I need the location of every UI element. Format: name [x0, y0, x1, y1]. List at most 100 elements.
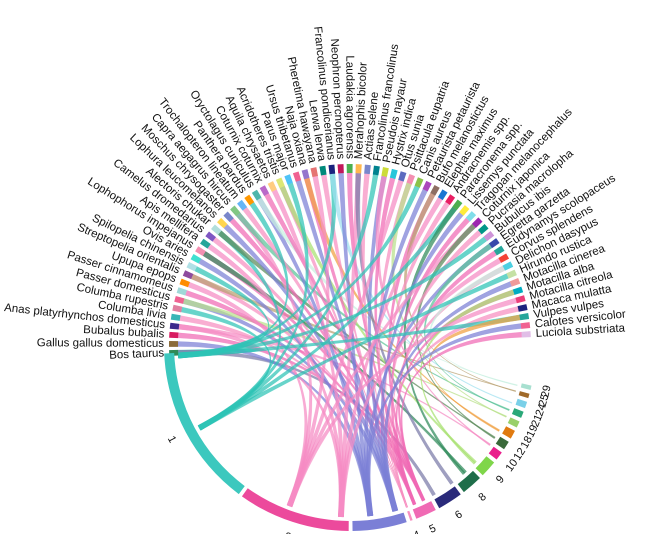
segment-neophron-percnopterus: [337, 164, 344, 174]
group-label-6: 6: [453, 508, 465, 521]
group-label-24: 24: [533, 402, 548, 417]
group-arc-1: [164, 352, 245, 495]
segment-egretta-garzetta: [488, 238, 500, 249]
chord-motacilla-citreola-to-2: [286, 297, 518, 508]
segment-corvus-splendens: [498, 253, 510, 263]
group-arc-5: [412, 501, 436, 519]
group-arc-19: [507, 417, 520, 428]
segment-lophura-leucomelanos: [217, 217, 228, 229]
segment-pseudois-nayaur: [381, 167, 389, 178]
segment-delichon-dasypus: [502, 261, 514, 271]
group-arc-4: [407, 510, 413, 521]
group-arc-24: [515, 398, 528, 409]
segment-bubalus-bubalis: [169, 331, 179, 339]
segment-paracronema-spp: [452, 199, 463, 211]
segment-gallus-gallus-domesticus: [169, 340, 179, 347]
segment-upupa-epops: [179, 278, 190, 288]
segment-streptopelia-orientalis: [182, 270, 194, 280]
chord-motacilla-cinerea-to-3: [383, 281, 512, 512]
group-label-1: 1: [165, 434, 178, 445]
segment-psittacula-eupatria: [406, 174, 416, 185]
group-arcs: [164, 352, 532, 531]
group-arc-6: [434, 486, 461, 509]
group-arc-10: [488, 446, 502, 460]
group-arc-21: [511, 408, 524, 418]
segment-elephas-maximus: [437, 189, 448, 201]
chord-luciola-substriata-to-5: [400, 331, 523, 502]
group-arc-18: [502, 426, 515, 439]
species-label: Bubalus bubalis: [83, 324, 165, 341]
segment-tragopan-melanocephalus: [465, 211, 477, 222]
group-arc-9: [475, 456, 495, 476]
group-label-9: 9: [494, 473, 507, 486]
chord-delichon-dasypus-to-29: [429, 265, 518, 387]
segment-alectoris-chukar: [211, 224, 222, 235]
group-arc-8: [457, 470, 480, 493]
segment-passer-domesticus: [174, 295, 185, 304]
group-arc-3: [352, 512, 407, 531]
segment-petaurista-petaurista: [422, 180, 432, 192]
segment-spilopelia-chinensis: [186, 262, 198, 272]
group-label-29: 29: [539, 384, 553, 399]
group-label-5: 5: [427, 522, 438, 534]
species-label: Laudakia agrorensis: [343, 55, 355, 159]
chord-corvus-splendens-to-2: [338, 257, 502, 518]
group-label-19: 19: [525, 423, 541, 439]
group-arc-29: [520, 383, 532, 390]
segment-passer-cinnamomeus: [176, 287, 187, 296]
group-label-4: 4: [412, 529, 422, 534]
chord-calotes-versicolor-to-3: [365, 323, 522, 517]
segment-motacilla-cinerea: [509, 278, 521, 287]
segment-lerwa-lerwa: [319, 165, 327, 176]
segment-coturnix-japonica: [471, 217, 483, 228]
chord-macaca-mulatta-to-4: [392, 306, 519, 508]
group-label-25: 25: [537, 393, 552, 408]
segment-vulpes-vulpes: [519, 313, 530, 321]
group-arc-12: [495, 436, 509, 450]
chord-motacilla-alba-to-5: [395, 289, 515, 506]
segment-camelus-dromedarius: [205, 231, 217, 242]
segment-actias-selene: [364, 164, 371, 175]
segment-bubulcus-ibis: [483, 230, 495, 242]
segment-hystrix-indica: [389, 168, 398, 180]
species-label: Merahophis bicolor: [353, 62, 370, 160]
segment-macaca-mulatta: [517, 304, 528, 312]
chord-egretta-garzetta-to-21: [423, 243, 510, 411]
segment-francolinus-francolinus: [372, 165, 380, 176]
segment-oryctolagus-cuniculus: [251, 189, 262, 201]
segment-parus-major: [284, 174, 293, 185]
species-label: Bos taurus: [109, 347, 165, 361]
chord-coturnix-japonica-to-12: [416, 223, 496, 440]
segment-pheretima-hawayana: [310, 167, 318, 178]
segment-anas-platyrhynchos-domesticus: [169, 322, 180, 330]
species-label: Gallus gallus domesticus: [37, 337, 165, 350]
group-label-21: 21: [529, 413, 545, 429]
segment-calotes-versicolor: [520, 322, 531, 329]
group-label-10: 10: [504, 457, 521, 474]
segment-aquila-chrysaetos: [267, 181, 277, 192]
species-segments: [169, 164, 531, 357]
group-label-12: 12: [511, 446, 528, 463]
segment-eudynamys-scolopaceus: [493, 245, 505, 256]
segment-coturnix-coturnix: [259, 185, 270, 196]
chord-hirundo-rustica-to-1: [197, 273, 509, 431]
segment-merahophis-bicolor: [355, 164, 362, 174]
segment-lissemys-punctata: [459, 205, 470, 216]
chord-motacilla-alba-to-9: [420, 289, 515, 465]
segment-moschus-chrysogaster: [223, 211, 234, 223]
segment-columba-livia: [170, 313, 181, 321]
segment-columba-rupestris: [172, 304, 183, 313]
segment-panthera-pardus: [244, 194, 255, 206]
segment-luciola-substriata: [521, 331, 531, 338]
species-label: Luciola substriata: [535, 322, 626, 339]
group-label-18: 18: [519, 434, 535, 451]
segment-apis-mellifera: [200, 238, 211, 249]
chord-anas-platyrhynchos-domesticus-to-10: [178, 323, 491, 446]
segment-motacilla-citreola: [515, 295, 526, 304]
group-label-8: 8: [476, 491, 488, 504]
group-label-2: 2: [283, 530, 293, 534]
segment-otus-sunia: [398, 171, 407, 182]
segment-motacilla-alba: [512, 286, 524, 295]
